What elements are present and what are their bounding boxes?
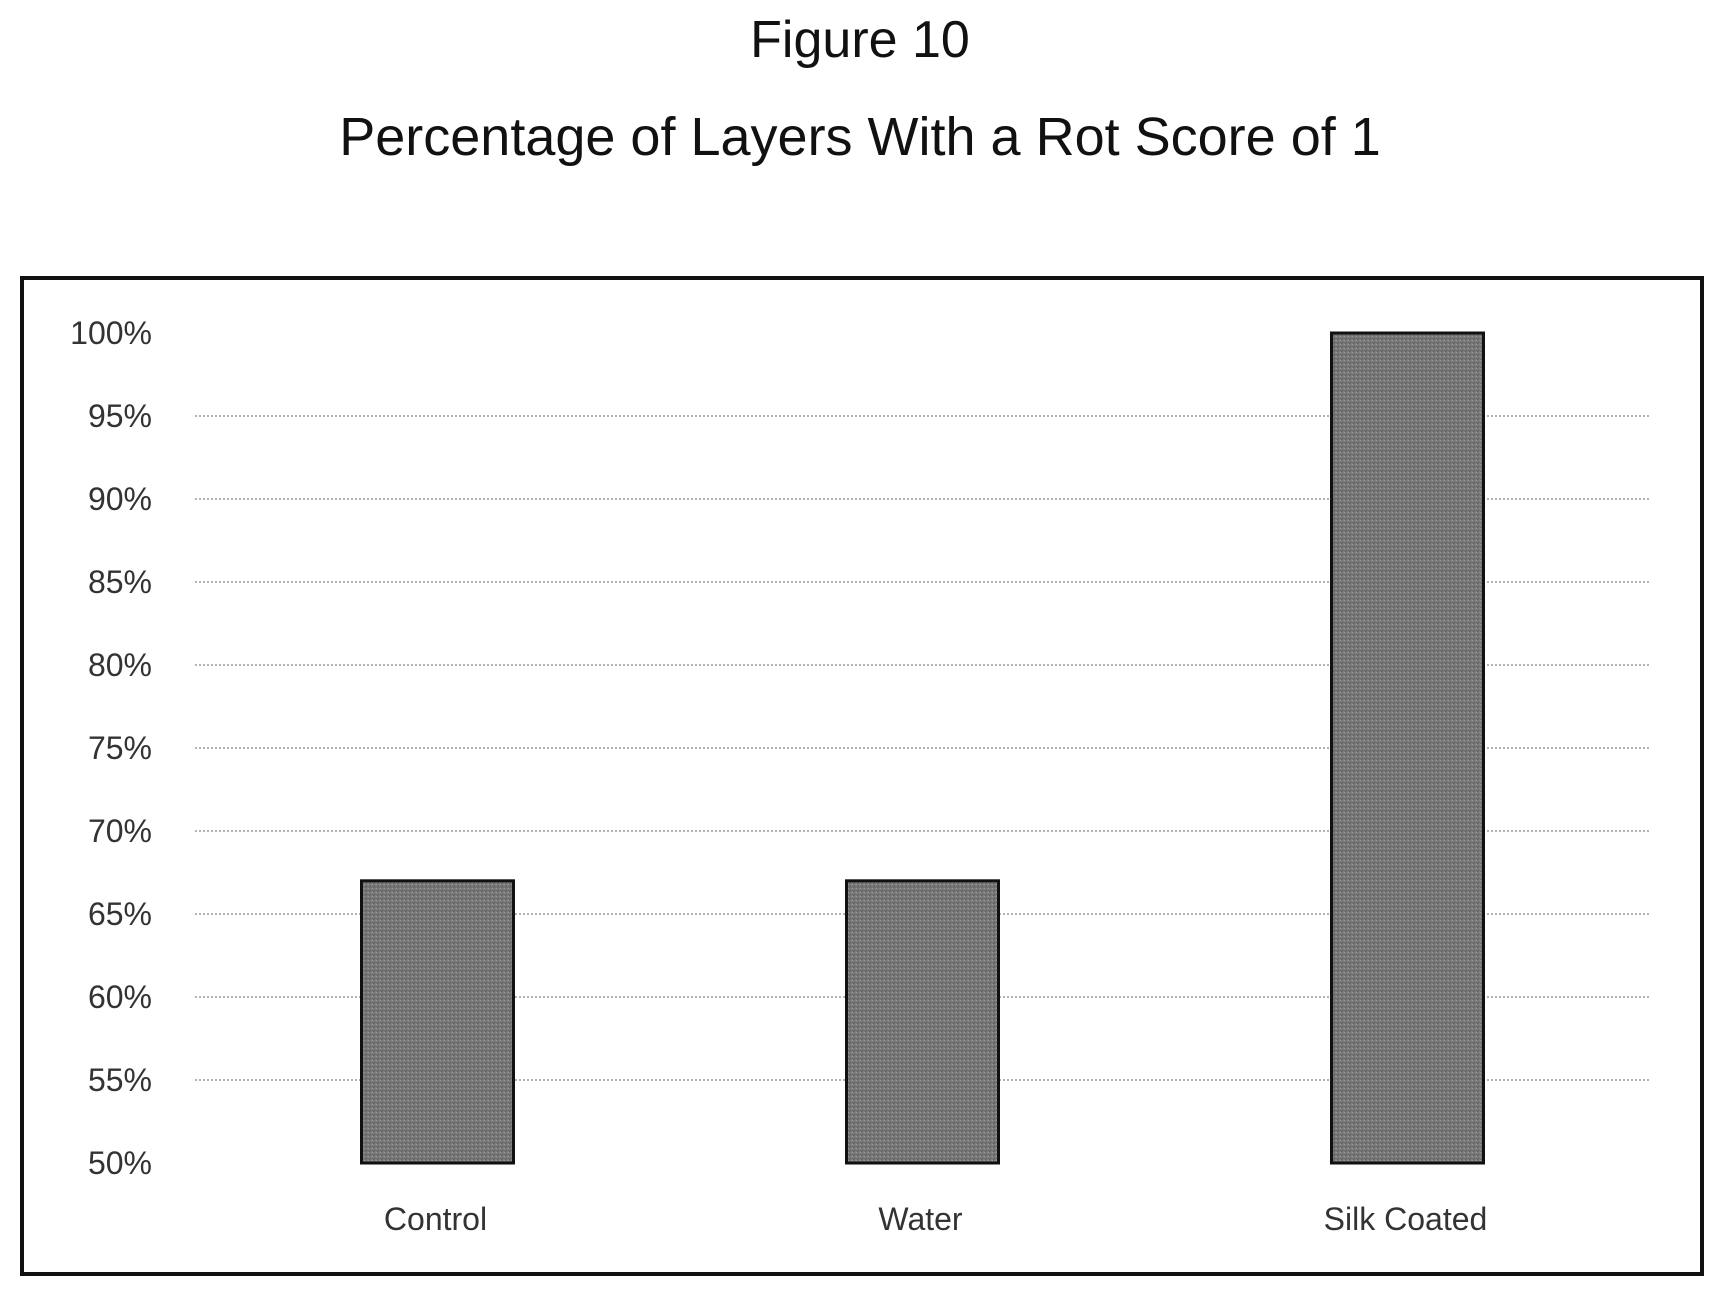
figure-label: Figure 10 bbox=[750, 11, 970, 69]
chart-title: Percentage of Layers With a Rot Score of… bbox=[339, 107, 1381, 167]
y-tick-label: 75% bbox=[88, 730, 152, 766]
y-tick-label: 85% bbox=[88, 564, 152, 600]
bar bbox=[1330, 331, 1485, 1165]
y-tick-label: 55% bbox=[88, 1062, 152, 1098]
y-tick-label: 70% bbox=[88, 813, 152, 849]
y-tick-label: 95% bbox=[88, 398, 152, 434]
x-category-label: Silk Coated bbox=[1324, 1201, 1488, 1237]
x-category-label: Control bbox=[384, 1201, 487, 1237]
y-axis-ticks: 50% 55% 60% 65% 70% 75% 80% 85% 90% 95% 100% bbox=[70, 315, 152, 1181]
y-tick-label: 100% bbox=[70, 315, 152, 351]
x-category-label: Water bbox=[878, 1201, 963, 1237]
x-axis-categories: Control Water Silk Coated bbox=[384, 1201, 1487, 1237]
y-tick-label: 90% bbox=[88, 481, 152, 517]
y-tick-label: 80% bbox=[88, 647, 152, 683]
y-tick-label: 60% bbox=[88, 979, 152, 1015]
y-tick-label: 65% bbox=[88, 896, 152, 932]
bar bbox=[845, 879, 1000, 1165]
y-tick-label: 50% bbox=[88, 1145, 152, 1181]
bar bbox=[360, 879, 515, 1165]
bars bbox=[360, 331, 1485, 1165]
